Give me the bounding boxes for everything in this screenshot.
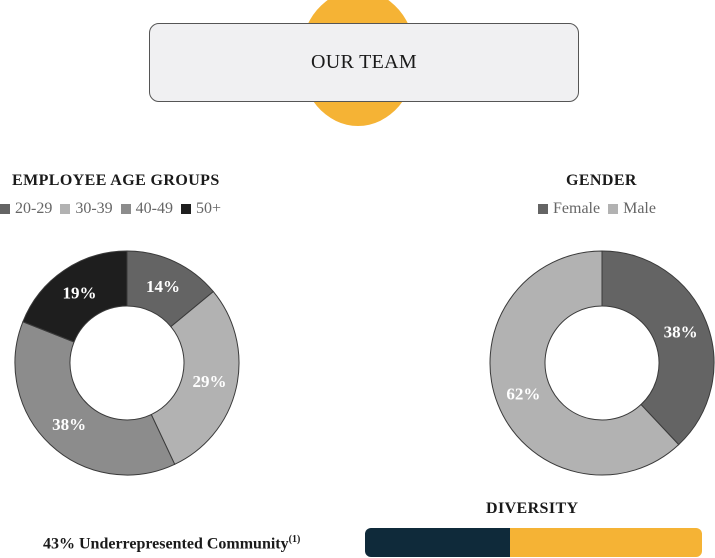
donut-slice-40-49 bbox=[14, 321, 176, 476]
donut-slice-female bbox=[601, 250, 715, 446]
diversity-title: DIVERSITY bbox=[486, 500, 579, 517]
slice-data-label: 38% bbox=[664, 322, 698, 341]
legend-label: 40-49 bbox=[135, 200, 173, 217]
diversity-label: 43% Underrepresented Community(1) bbox=[43, 534, 300, 553]
legend-label: 50+ bbox=[195, 200, 222, 217]
legend-label: Male bbox=[623, 200, 656, 217]
legend-item: 30-39 bbox=[60, 200, 113, 218]
legend-item: 50+ bbox=[180, 200, 222, 218]
header-banner: OUR TEAM bbox=[149, 23, 579, 102]
slice-data-label: 38% bbox=[52, 415, 86, 434]
age-chart-title: EMPLOYEE AGE GROUPS bbox=[12, 172, 220, 189]
donut-slice-30-39 bbox=[150, 290, 240, 466]
gender-donut-chart: 38% 62% bbox=[489, 250, 715, 476]
legend-item: 40-49 bbox=[120, 200, 173, 218]
slice-data-label: 14% bbox=[146, 277, 180, 296]
page-title: OUR TEAM bbox=[311, 51, 417, 73]
legend-label: 20-29 bbox=[15, 200, 53, 217]
gender-chart-title: GENDER bbox=[566, 172, 637, 189]
legend-swatch bbox=[0, 204, 10, 214]
slice-data-label: 29% bbox=[192, 372, 226, 391]
age-chart-legend: 20-29 30-39 40-49 50+ bbox=[0, 200, 229, 218]
legend-label: Female bbox=[553, 200, 601, 217]
gender-chart-legend: Female Male bbox=[538, 200, 664, 218]
legend-swatch bbox=[120, 204, 131, 214]
diversity-label-text: 43% Underrepresented Community bbox=[43, 535, 289, 553]
slice-data-label: 19% bbox=[63, 284, 97, 303]
legend-swatch bbox=[180, 204, 191, 214]
legend-swatch bbox=[538, 204, 548, 214]
legend-item: Female bbox=[538, 200, 600, 218]
legend-label: 30-39 bbox=[75, 200, 113, 217]
diversity-footnote: (1) bbox=[288, 534, 301, 545]
slice-data-label: 62% bbox=[506, 385, 540, 404]
diversity-bar-remainder bbox=[509, 528, 702, 557]
diversity-progress-bar bbox=[365, 528, 702, 557]
age-donut-chart: 14% 29% 38% 19% bbox=[14, 250, 240, 476]
legend-item: 20-29 bbox=[0, 200, 52, 218]
donut-slice-male bbox=[489, 250, 680, 476]
diversity-bar-filled bbox=[365, 528, 510, 557]
legend-swatch bbox=[608, 204, 619, 214]
legend-swatch bbox=[60, 204, 71, 214]
legend-item: Male bbox=[608, 200, 656, 218]
donut-slice-50- bbox=[22, 250, 128, 343]
